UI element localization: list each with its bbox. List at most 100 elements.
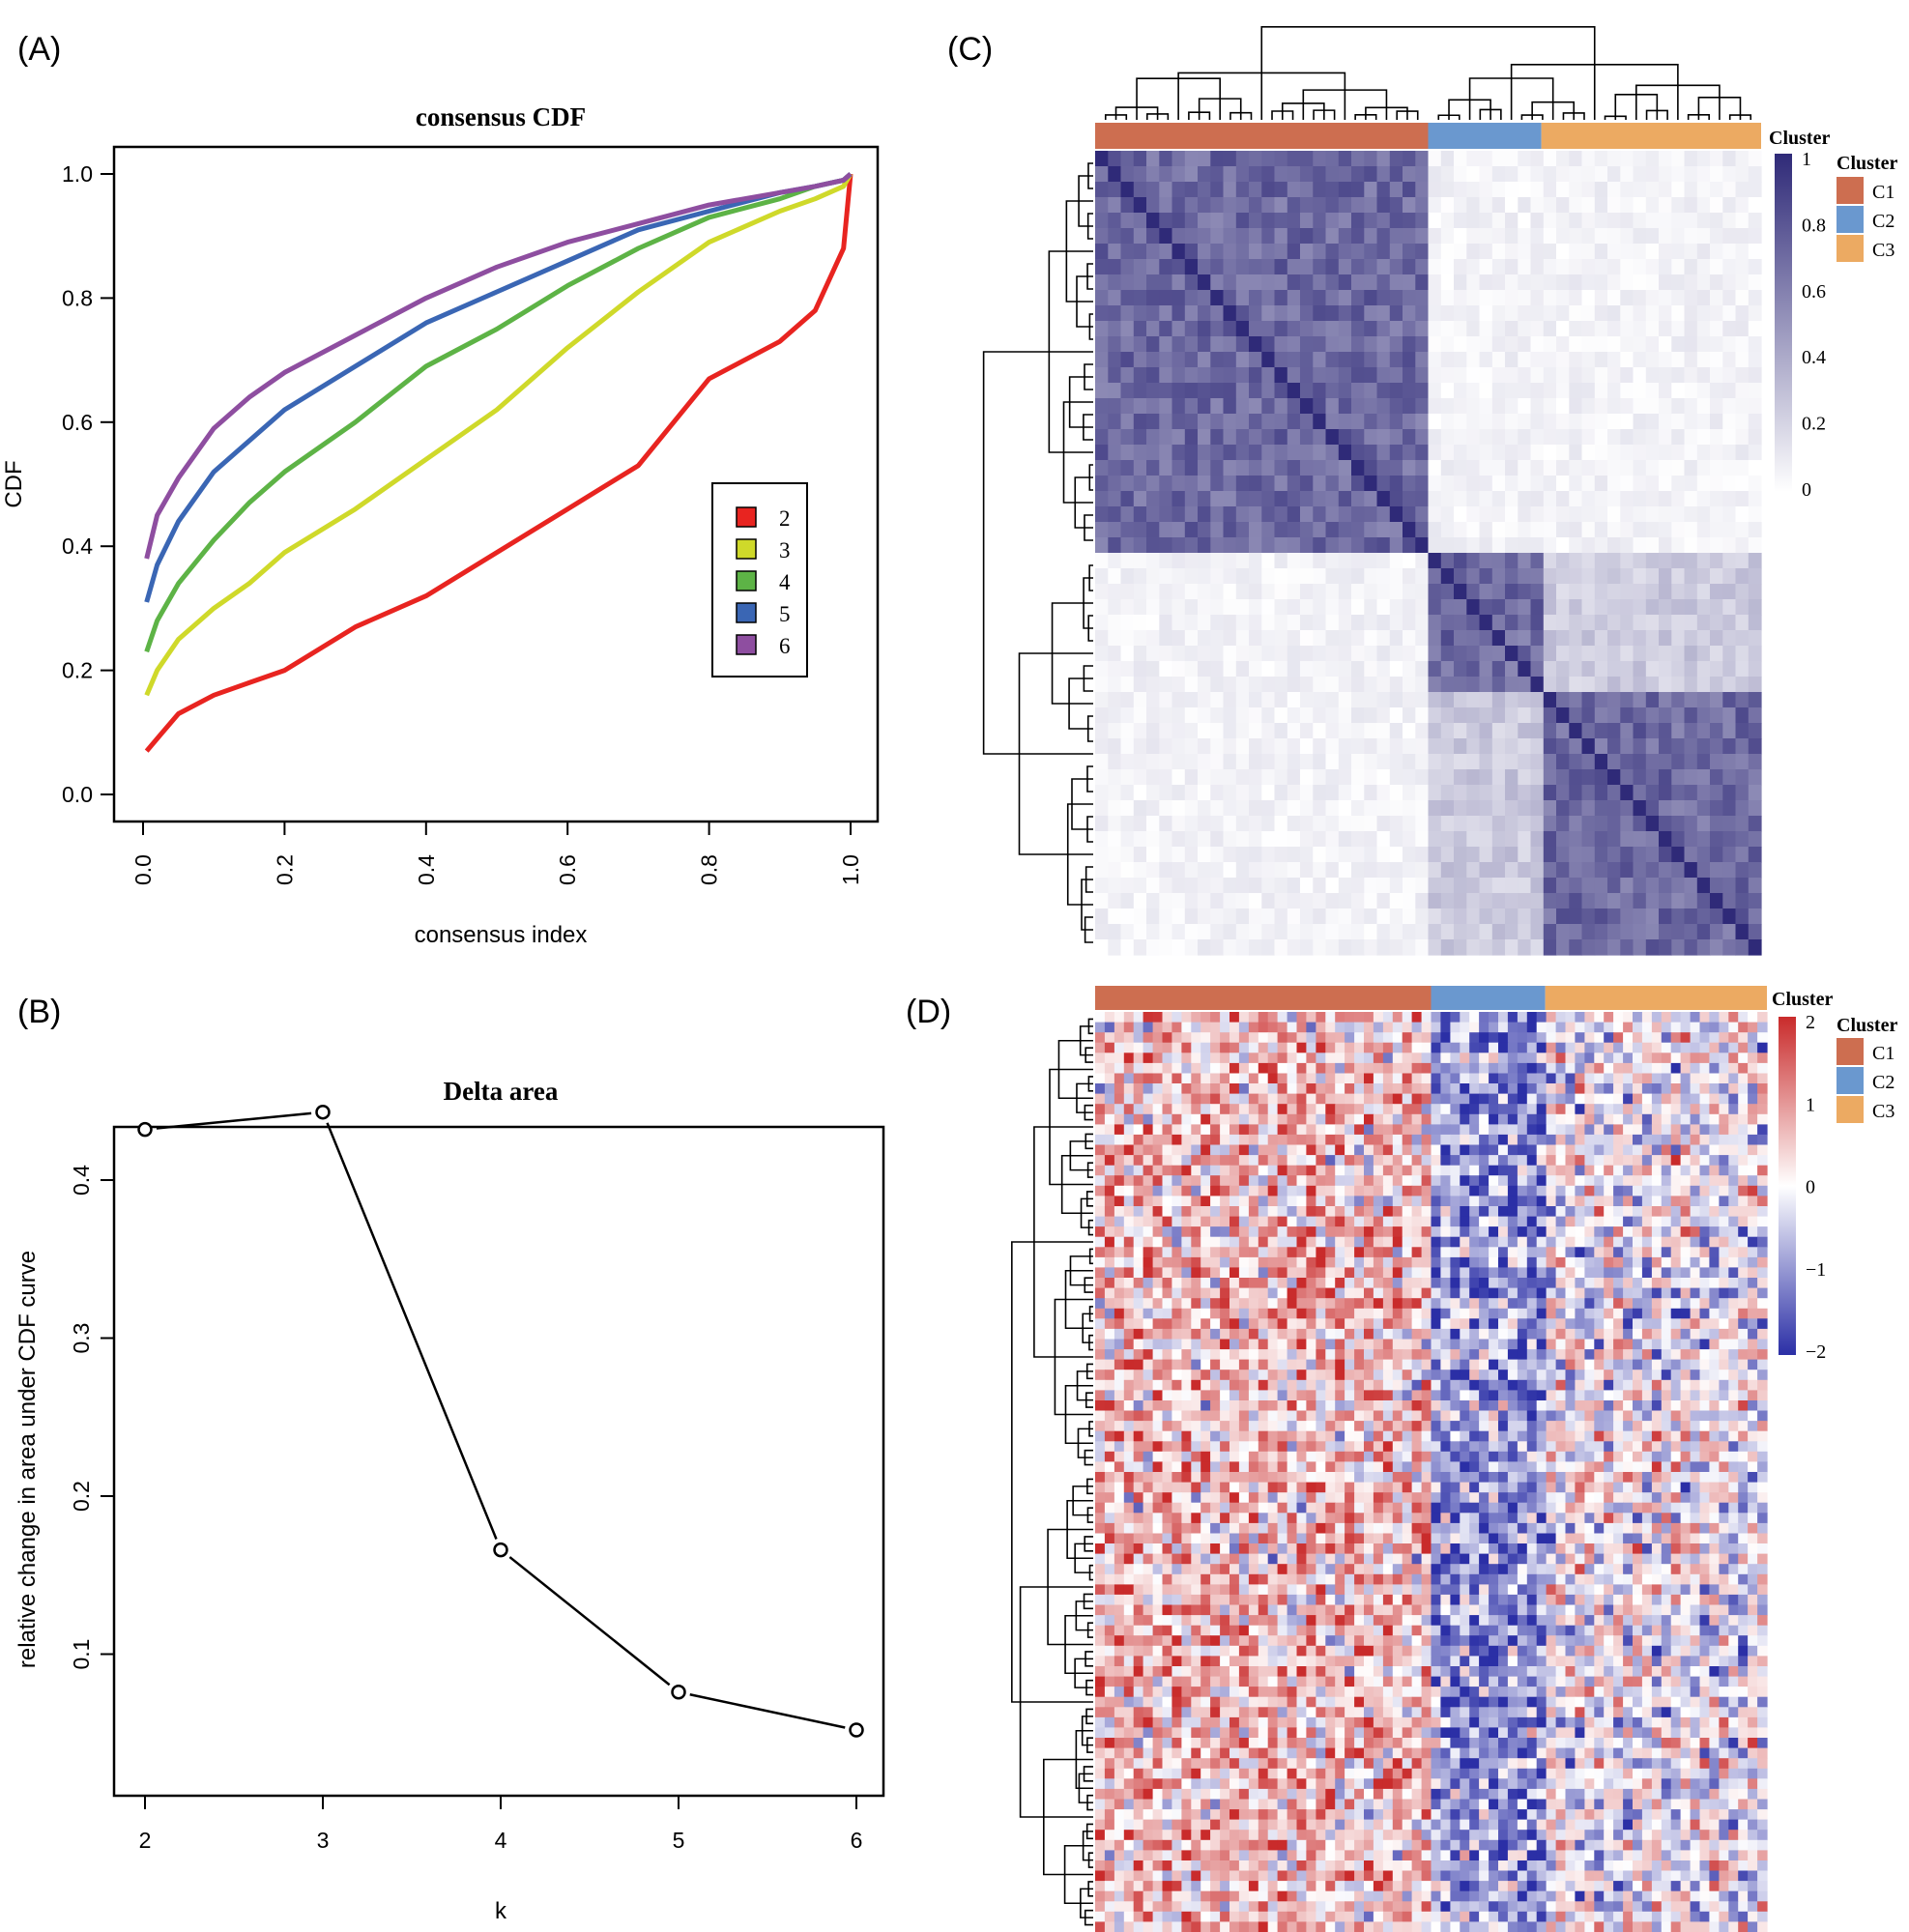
expression-cell (1623, 1093, 1634, 1105)
consensus-cell (1722, 445, 1737, 461)
consensus-cell (1530, 244, 1545, 260)
consensus-cell (1133, 274, 1147, 291)
consensus-cell (1710, 615, 1723, 631)
expression-cell (1517, 1278, 1528, 1289)
consensus-cell (1710, 553, 1723, 569)
expression-cell (1507, 1165, 1519, 1176)
consensus-cell (1184, 398, 1199, 415)
expression-cell (1248, 1185, 1259, 1197)
expression-cell (1728, 1196, 1739, 1207)
consensus-cell (1594, 553, 1608, 569)
consensus-cell (1403, 445, 1416, 461)
consensus-cell (1454, 707, 1467, 724)
cdf-ytick-label: 0.2 (62, 658, 93, 683)
expression-cell (1507, 1022, 1519, 1033)
expression-cell (1719, 1267, 1729, 1279)
consensus-cell (1556, 537, 1570, 554)
consensus-cell (1313, 476, 1327, 492)
consensus-cell (1171, 476, 1186, 492)
expression-cell (1123, 1083, 1135, 1095)
expression-cell (1613, 1124, 1624, 1136)
consensus-cell (1748, 506, 1762, 523)
consensus-cell (1095, 336, 1109, 353)
expression-cell (1584, 1256, 1595, 1269)
expression-cell (1335, 1022, 1345, 1033)
expression-cell (1738, 1053, 1749, 1064)
consensus-cell (1300, 878, 1314, 894)
consensus-cell (1403, 321, 1416, 337)
consensus-cell (1671, 166, 1686, 183)
consensus-cell (1479, 352, 1493, 368)
expression-cell (1143, 1256, 1154, 1269)
consensus-cell (1722, 862, 1737, 879)
consensus-cell (1479, 677, 1493, 693)
consensus-cell (1313, 352, 1327, 368)
consensus-cell (1223, 244, 1237, 260)
expression-cell (1114, 1113, 1125, 1125)
consensus-cell (1325, 661, 1340, 678)
expression-cell (1431, 1093, 1441, 1105)
expression-cell (1325, 1012, 1336, 1024)
expression-cell (1248, 1022, 1259, 1033)
consensus-cell (1133, 723, 1147, 739)
expression-cell (1670, 1175, 1682, 1187)
consensus-cell (1620, 723, 1634, 739)
consensus-cell (1556, 878, 1570, 894)
expression-cell (1699, 1042, 1710, 1053)
consensus-cell (1403, 398, 1416, 415)
expression-cell (1450, 1144, 1461, 1156)
consensus-cell (1133, 769, 1147, 786)
expression-cell (1181, 1134, 1192, 1146)
expression-cell (1335, 1012, 1345, 1024)
expression-cell (1469, 1073, 1480, 1084)
consensus-cell (1274, 290, 1288, 306)
expression-cell (1690, 1287, 1701, 1299)
consensus-cell (1491, 460, 1506, 476)
consensus-cell (1671, 259, 1686, 275)
consensus-cell (1108, 336, 1122, 353)
expression-cell (1738, 1113, 1749, 1125)
consensus-cell (1735, 568, 1750, 585)
expression-cell (1604, 1104, 1614, 1115)
expression-cell (1277, 1073, 1288, 1084)
expression-cell (1143, 1062, 1154, 1075)
consensus-cell (1530, 182, 1545, 198)
expression-cell (1402, 1104, 1413, 1115)
expression-cell (1364, 1073, 1374, 1084)
expression-cell (1191, 1093, 1201, 1105)
expression-cell (1594, 1022, 1605, 1033)
consensus-cell (1210, 754, 1225, 770)
expression-cell (1680, 1124, 1692, 1136)
consensus-cell (1556, 228, 1570, 245)
consensus-cell (1235, 274, 1250, 291)
expression-cell (1123, 1216, 1135, 1227)
consensus-cell (1428, 460, 1442, 476)
expression-cell (1229, 1165, 1240, 1176)
expression-cell (1114, 1104, 1125, 1115)
consensus-cell (1671, 800, 1686, 817)
consensus-cell (1440, 414, 1455, 430)
expression-cell (1633, 1032, 1643, 1044)
expression-cell (1171, 1206, 1182, 1218)
consensus-cell (1684, 568, 1698, 585)
expression-cell (1152, 1196, 1164, 1207)
consensus-cell (1491, 182, 1506, 198)
expression-cell (1248, 1104, 1259, 1115)
expression-cell (1469, 1236, 1480, 1248)
expression-cell (1200, 1012, 1211, 1024)
expression-cell (1431, 1113, 1441, 1125)
consensus-cell (1569, 506, 1583, 523)
consensus-cell (1403, 738, 1416, 755)
expression-cell (1411, 1185, 1423, 1197)
consensus-cell (1249, 754, 1262, 770)
consensus-cell (1095, 769, 1109, 786)
expression-cell (1440, 1196, 1451, 1207)
expression-cell (1325, 1298, 1336, 1310)
consensus-cell (1223, 367, 1237, 384)
expression-cell (1162, 1256, 1172, 1269)
consensus-cell (1351, 723, 1365, 739)
expression-cell (1382, 1256, 1394, 1269)
expression-cell (1296, 1093, 1307, 1105)
consensus-cell (1505, 661, 1519, 678)
consensus-cell (1530, 630, 1545, 647)
